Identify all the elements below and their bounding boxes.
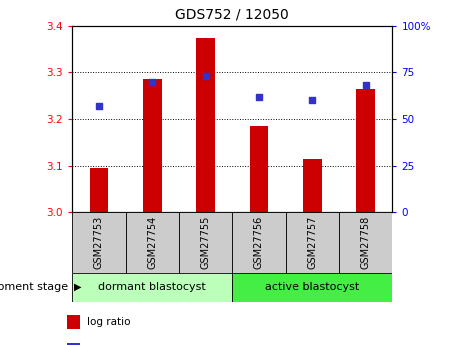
Text: GSM27756: GSM27756 (254, 216, 264, 269)
Text: development stage: development stage (0, 282, 68, 292)
Text: log ratio: log ratio (87, 317, 130, 327)
Text: GSM27755: GSM27755 (201, 216, 211, 269)
Bar (67, 315, 80, 329)
Point (255, 94, 262, 99)
Text: GSM27757: GSM27757 (307, 216, 318, 269)
Bar (72, 212, 125, 273)
Text: active blastocyst: active blastocyst (265, 282, 359, 292)
Bar (232, 212, 285, 273)
Point (202, 73, 209, 79)
Bar (356, 89, 375, 212)
Bar (249, 126, 268, 212)
Title: GDS752 / 12050: GDS752 / 12050 (175, 8, 289, 22)
Point (95, 103, 102, 109)
Point (308, 98, 316, 103)
Point (362, 83, 369, 88)
Bar (196, 38, 215, 212)
Point (149, 79, 156, 85)
Bar (67, 343, 80, 345)
Bar (285, 212, 339, 273)
Bar (303, 159, 322, 212)
Bar (143, 79, 161, 212)
Text: GSM27753: GSM27753 (94, 216, 104, 269)
Bar (339, 212, 392, 273)
Bar (89, 168, 108, 212)
Bar (72, 273, 232, 302)
Bar (232, 273, 392, 302)
Text: GSM27754: GSM27754 (147, 216, 157, 269)
Text: ▶: ▶ (74, 282, 82, 292)
Bar (125, 212, 179, 273)
Text: dormant blastocyst: dormant blastocyst (98, 282, 206, 292)
Text: GSM27758: GSM27758 (361, 216, 371, 269)
Bar (179, 212, 232, 273)
